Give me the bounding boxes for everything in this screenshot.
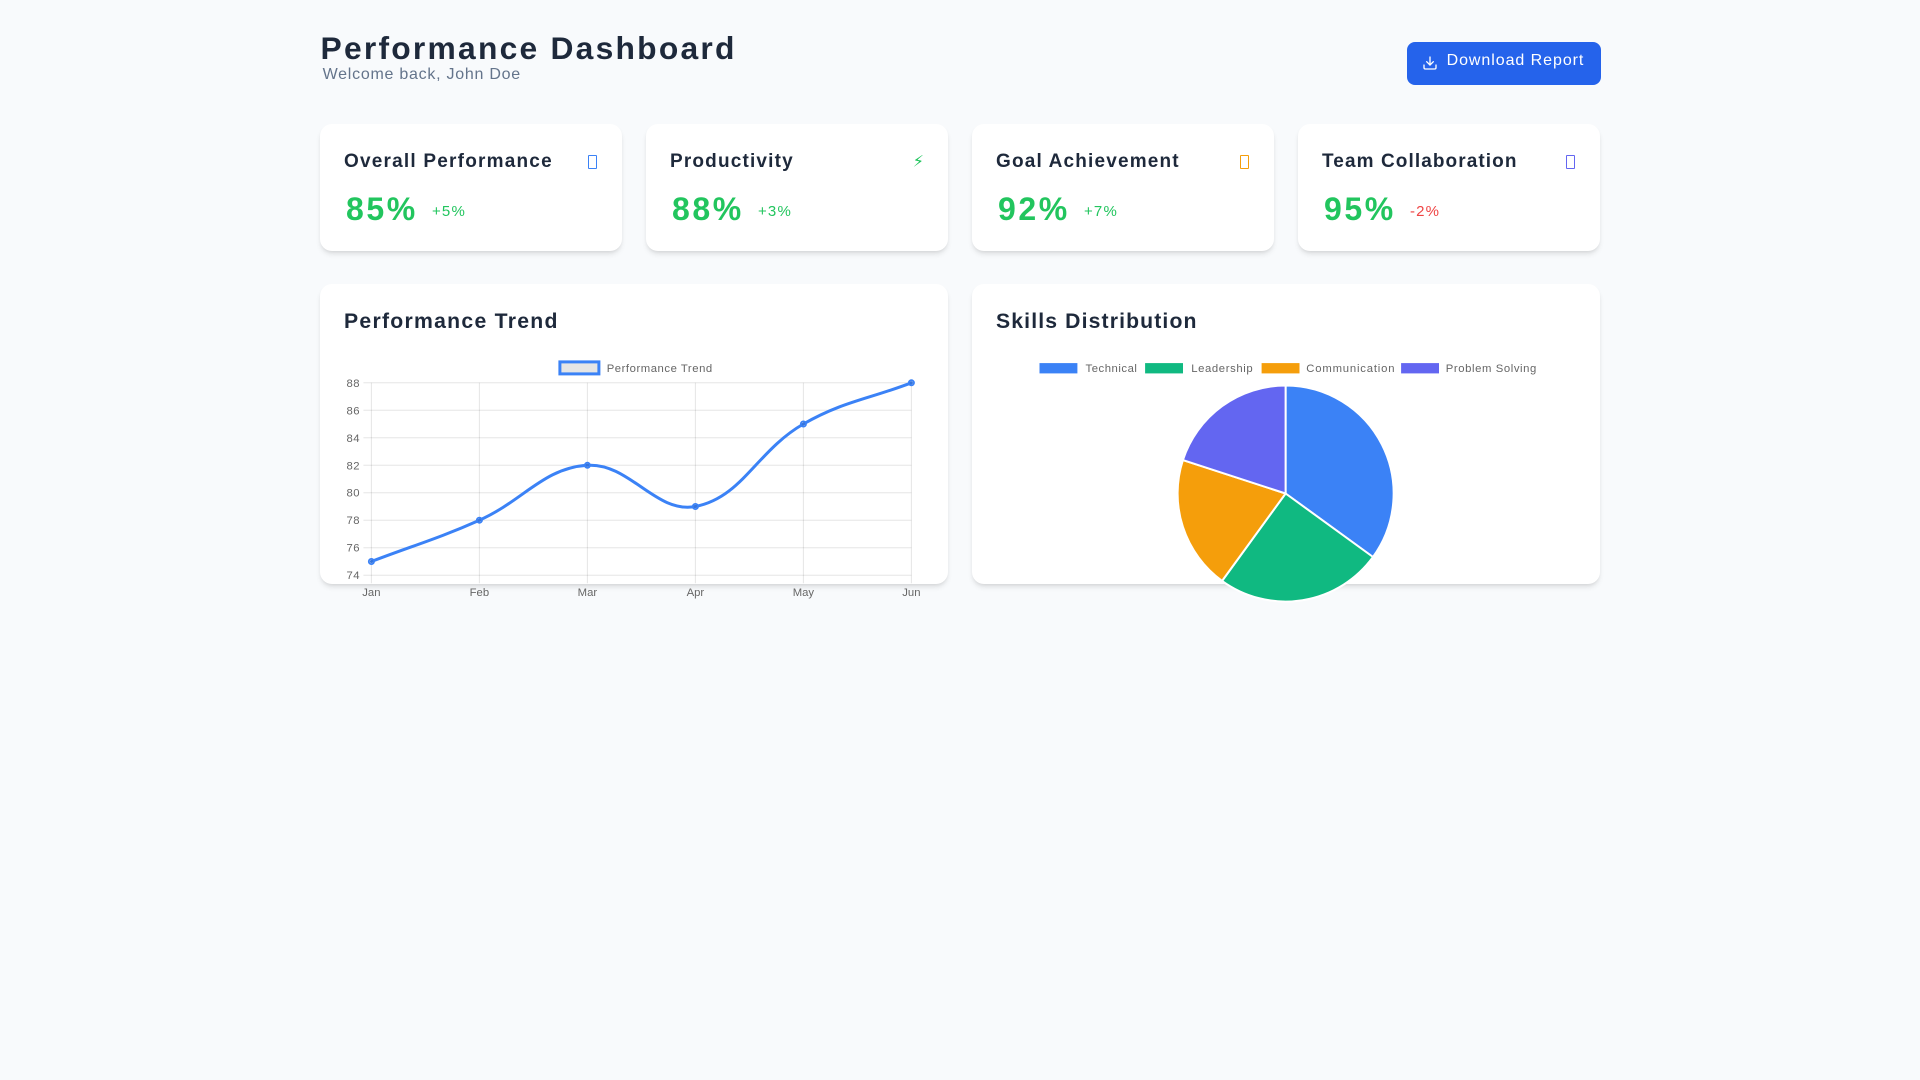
svg-text:Feb: Feb	[470, 587, 489, 599]
svg-text:Communication: Communication	[1306, 363, 1395, 375]
svg-text:Technical: Technical	[1086, 363, 1138, 375]
svg-text:Apr: Apr	[687, 587, 705, 599]
svg-text:78: 78	[347, 515, 360, 527]
svg-text:Jan: Jan	[362, 587, 380, 599]
svg-text:86: 86	[347, 405, 360, 417]
svg-text:Problem Solving: Problem Solving	[1446, 363, 1537, 375]
svg-text:Mar: Mar	[578, 587, 598, 599]
svg-text:82: 82	[347, 460, 360, 472]
svg-text:74: 74	[347, 570, 360, 582]
svg-text:80: 80	[347, 488, 360, 500]
svg-text:May: May	[793, 587, 815, 599]
svg-text:84: 84	[347, 433, 360, 445]
svg-text:Leadership: Leadership	[1191, 363, 1253, 375]
svg-text:Jun: Jun	[902, 587, 920, 599]
svg-text:88: 88	[347, 378, 360, 390]
svg-text:76: 76	[347, 543, 360, 555]
svg-text:Performance Trend: Performance Trend	[607, 363, 713, 375]
